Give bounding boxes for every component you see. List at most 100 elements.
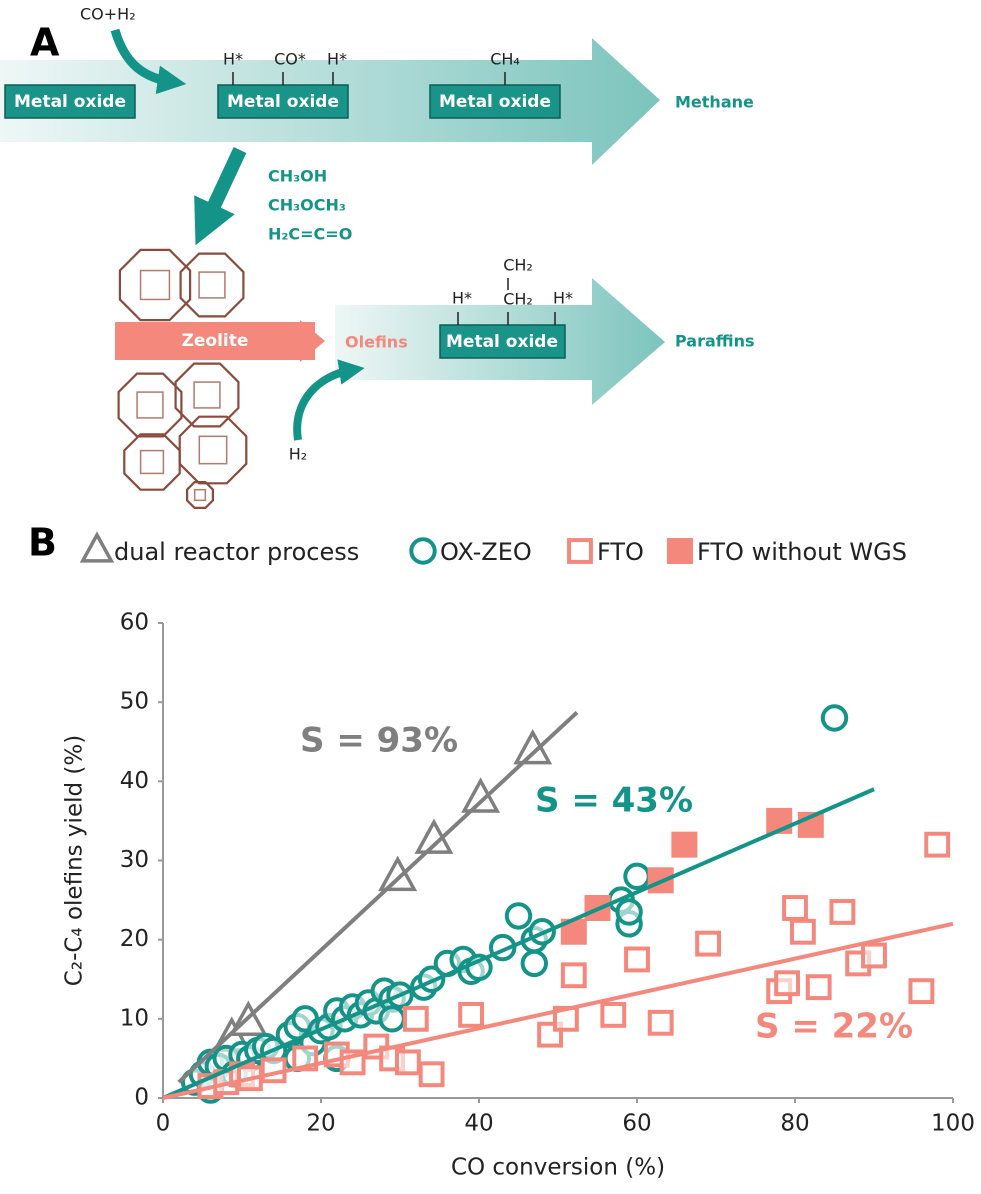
marker-square-open <box>458 1001 485 1028</box>
selectivity-label: S = 93% <box>300 721 458 761</box>
zeolite-label: Zeolite <box>182 331 249 351</box>
adsorbate: CO* <box>274 50 306 69</box>
adsorbate: H* <box>223 50 243 69</box>
marker-square-open <box>924 831 951 858</box>
marker-square-open <box>418 1061 445 1088</box>
zeolite-framework <box>117 248 248 509</box>
intermediate: CH₃OCH₃ <box>268 196 346 215</box>
y-axis-label: C₂-C₄ olefins yield (%) <box>62 735 88 986</box>
x-tick-label: 80 <box>780 1111 809 1137</box>
y-tick-label: 0 <box>134 1085 149 1111</box>
marker-circle <box>378 1005 406 1033</box>
marker-square-filled <box>671 831 698 858</box>
oxide-box <box>429 84 561 119</box>
fit-line <box>162 787 875 1100</box>
adsorbate: CH₂ <box>503 256 533 275</box>
y-tick-label: 50 <box>120 689 149 715</box>
x-tick-label: 60 <box>622 1111 651 1137</box>
cage-face <box>198 435 228 465</box>
product-label: Methane <box>675 93 754 112</box>
panel-label: B <box>28 521 57 565</box>
marker-square-open <box>560 962 587 989</box>
product-label: Paraffins <box>675 332 755 351</box>
selectivity-label: S = 43% <box>535 781 693 821</box>
adsorbate: H* <box>553 289 573 308</box>
oxide-label: Metal oxide <box>439 92 551 112</box>
marker-circle <box>820 704 849 732</box>
x-tick-label: 100 <box>931 1111 975 1137</box>
y-tick-label: 40 <box>120 768 149 794</box>
marker-circle <box>504 902 533 930</box>
x-axis-label: CO conversion (%) <box>451 1155 665 1181</box>
hydrogen-label: H₂ <box>289 445 307 464</box>
marker-square-open <box>829 899 856 925</box>
cage-face <box>136 391 164 419</box>
oxide-box <box>4 84 136 119</box>
x-tick-label: 0 <box>156 1111 171 1137</box>
fit-line <box>177 710 579 1084</box>
marker-square-open <box>908 978 935 1005</box>
adsorbate: CH₂ <box>503 290 533 309</box>
marker-square-open <box>805 974 832 1001</box>
marker-square-open <box>774 970 801 997</box>
cage-face <box>198 271 226 299</box>
oxide-label: Metal oxide <box>227 92 339 112</box>
marker-square-filled <box>667 538 693 564</box>
marker-circle <box>520 949 548 978</box>
cage <box>117 372 183 438</box>
adsorbate: H* <box>452 289 472 308</box>
feed-arrow <box>110 28 187 95</box>
olefins-label: Olefins <box>345 333 408 352</box>
legend-label: OX-ZEO <box>440 538 532 566</box>
cage <box>174 362 240 428</box>
diagram: A CO+H₂ Metal oxide Metal oxide Metal ox… <box>0 5 755 509</box>
y-tick-label: 10 <box>120 1005 149 1031</box>
cage-face <box>193 381 221 409</box>
marker-square-open <box>695 930 722 957</box>
panel-label: A <box>30 21 60 65</box>
cage-face <box>139 269 171 301</box>
transfer-arrow <box>194 147 247 246</box>
marker-circle <box>409 537 437 565</box>
cage <box>178 415 248 485</box>
cage <box>123 433 181 491</box>
intermediate: H₂C=C=O <box>268 225 352 244</box>
marker-triangle <box>513 729 553 765</box>
y-tick-label: 60 <box>120 610 149 636</box>
marker-square-open <box>402 1005 429 1032</box>
marker-circle <box>615 898 643 926</box>
selectivity-label: S = 22% <box>755 1007 913 1047</box>
marker-square-open <box>567 538 593 564</box>
legend-label: FTO without WGS <box>697 538 907 566</box>
legend-label: dual reactor process <box>114 538 359 566</box>
cage-face <box>193 488 207 502</box>
y-tick-label: 30 <box>120 847 149 873</box>
oxide-box <box>439 324 566 359</box>
cage-face <box>139 449 165 475</box>
oxide-label: Metal oxide <box>14 92 126 112</box>
flow-arrow <box>268 320 325 362</box>
x-tick-label: 20 <box>306 1111 335 1137</box>
hydrogen-arrow <box>293 359 365 441</box>
adsorbate: H* <box>327 50 347 69</box>
adsorbate: CH₄ <box>490 50 520 69</box>
chart: B 0 10 20 30 40 50 60 0 20 40 60 80 100 CO conversion … <box>28 521 975 1181</box>
marker-square-open <box>600 1001 627 1028</box>
cage <box>118 248 192 322</box>
feed-label: CO+H₂ <box>80 5 136 24</box>
oxide-label: Metal oxide <box>446 332 558 352</box>
marker-square-open <box>394 1049 421 1076</box>
cage <box>179 252 245 318</box>
marker-square-open <box>861 942 887 969</box>
marker-square-open <box>782 895 808 921</box>
marker-square-open <box>647 1009 674 1036</box>
legend-label: FTO <box>597 538 644 566</box>
x-tick-label: 40 <box>464 1111 493 1137</box>
intermediate: CH₃OH <box>268 167 327 186</box>
marker-triangle <box>378 855 418 892</box>
marker-triangle <box>79 531 115 563</box>
marker-circle <box>623 862 651 891</box>
marker-square-open <box>789 918 816 945</box>
y-tick-label: 20 <box>120 926 149 952</box>
